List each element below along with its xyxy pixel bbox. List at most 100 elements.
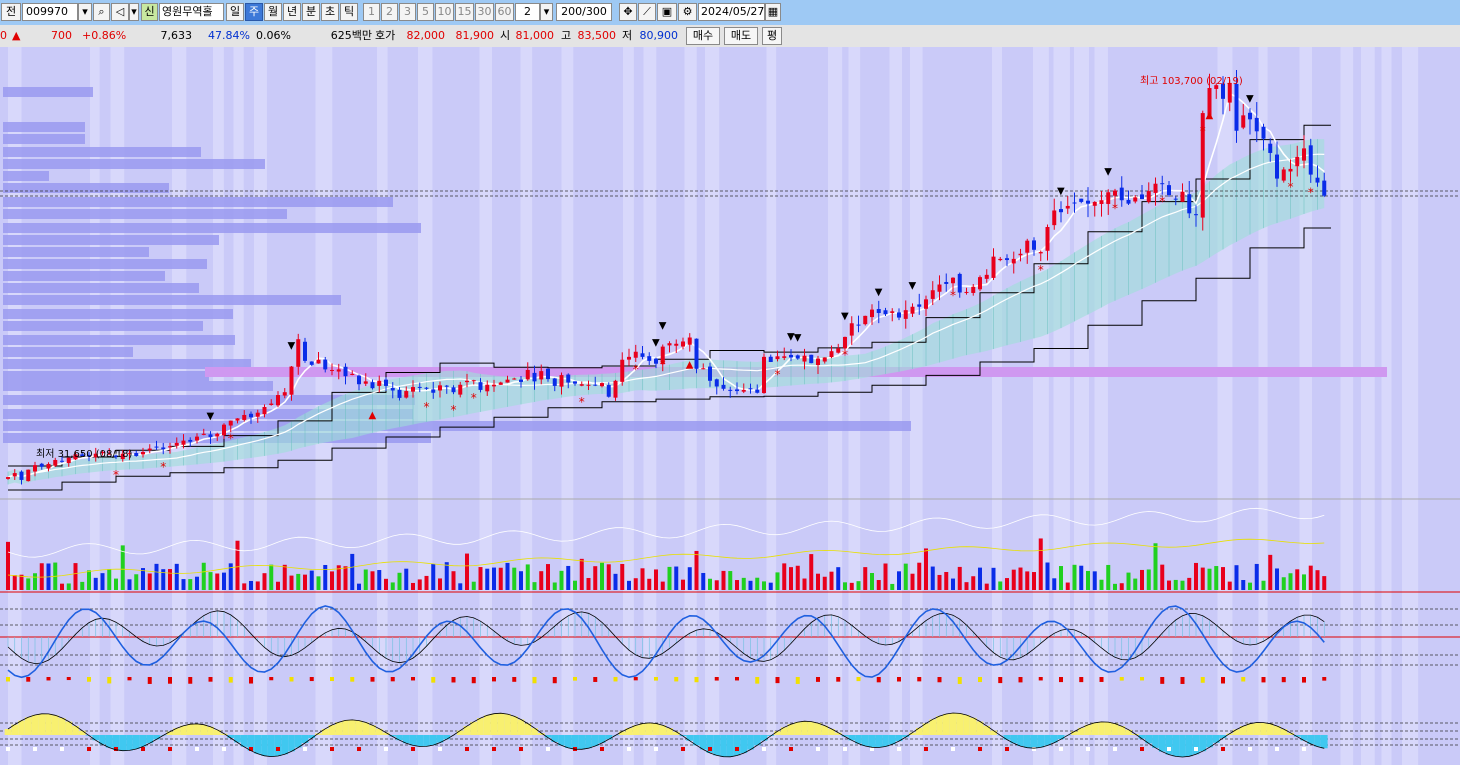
volume-bar	[417, 579, 422, 590]
period-button-6[interactable]: 틱	[340, 3, 358, 21]
candle-body	[120, 453, 125, 460]
volume-bar	[546, 564, 550, 590]
save-icon[interactable]: ▣	[657, 3, 677, 21]
up-arrow-icon: ▲	[12, 29, 21, 42]
volume-bar	[174, 563, 179, 590]
interval-button-1[interactable]: 2	[381, 3, 398, 21]
volume-bar	[485, 568, 490, 590]
count-field[interactable]: 200/300	[556, 3, 612, 21]
interval-button-0[interactable]: 1	[363, 3, 380, 21]
candle-body	[984, 274, 989, 279]
sell-signal-triangle: ▼	[909, 281, 917, 292]
macd-marker	[1248, 747, 1252, 751]
period-button-1[interactable]: 주	[245, 3, 263, 21]
dropdown-icon[interactable]: ▾	[78, 3, 92, 21]
candle-body	[1052, 210, 1057, 226]
sell-button[interactable]: 매도	[724, 27, 758, 45]
period-button-5[interactable]: 초	[321, 3, 339, 21]
speaker-icon[interactable]: ◁	[111, 3, 129, 21]
price-chart[interactable]: **** ** ** ****** *** *▼▼ ▼▼▼ ▼▼▼▼▼▼▼▲▲▲ 최고 103…	[0, 47, 1460, 765]
candle-body	[890, 311, 895, 313]
high-label: 고	[561, 29, 572, 42]
cloud-area	[8, 138, 1325, 485]
volume-bar	[978, 567, 982, 590]
volume-bar	[755, 577, 760, 590]
candle-body	[127, 453, 132, 455]
date-input[interactable]: 2024/05/27	[698, 3, 765, 21]
candle-body	[465, 380, 469, 383]
prefix-button[interactable]: 전	[1, 3, 21, 21]
volume-bar	[991, 567, 996, 590]
volume-bar	[60, 583, 64, 590]
volume-profile-bar	[3, 295, 341, 305]
mode-icon[interactable]: 신	[141, 3, 158, 21]
volume-bar	[114, 578, 118, 590]
volume-bar	[1079, 565, 1084, 590]
period-button-0[interactable]: 일	[226, 3, 244, 21]
volume-bar	[363, 569, 368, 590]
candle-body	[39, 463, 44, 467]
avg-button[interactable]: 평	[762, 27, 782, 45]
candle-body	[998, 258, 1003, 261]
line-tool-icon[interactable]: ⟋	[638, 3, 656, 21]
sell-signal-triangle: ▼	[207, 411, 215, 422]
interval-button-2[interactable]: 3	[399, 3, 416, 21]
candle-body	[242, 414, 247, 420]
candle-body	[26, 469, 31, 482]
candle-body	[1005, 258, 1009, 261]
volume-bar	[289, 575, 294, 590]
volume-bar	[1322, 576, 1327, 590]
period-button-3[interactable]: 년	[283, 3, 301, 21]
interval-button-4[interactable]: 10	[435, 3, 454, 21]
stock-code-input[interactable]: 009970	[22, 3, 78, 21]
period-button-4[interactable]: 분	[302, 3, 320, 21]
osc-signal-bar	[856, 677, 861, 682]
osc-signal-bar	[654, 677, 658, 681]
macd-marker	[1167, 747, 1171, 751]
volume-bar	[215, 573, 220, 590]
candle-body	[681, 341, 685, 347]
volume-profile-bar	[3, 235, 219, 245]
candle-body	[1038, 252, 1043, 254]
volume-bar	[154, 563, 159, 590]
search-icon[interactable]: ⌕	[93, 3, 110, 21]
calendar-icon[interactable]: ▦	[765, 3, 781, 21]
candle-body	[1261, 126, 1266, 139]
candle-body	[1275, 154, 1279, 179]
volume-profile-bar	[3, 87, 93, 97]
osc-signal-bar	[998, 677, 1003, 684]
volume-bar	[134, 574, 139, 590]
settings-icon[interactable]: ⚙	[678, 3, 697, 21]
candle-body	[863, 315, 868, 325]
candle-body	[1045, 227, 1050, 251]
osc-signal-bar	[269, 677, 274, 681]
buy-signal-star: *	[160, 460, 166, 474]
period-button-2[interactable]: 월	[264, 3, 282, 21]
buy-signal-star: *	[842, 348, 848, 362]
interval-button-3[interactable]: 5	[417, 3, 434, 21]
volume-bar	[600, 562, 604, 590]
chevron-down-icon[interactable]: ▾	[129, 3, 139, 21]
osc-signal-bar	[147, 677, 152, 684]
buy-signal-star: *	[424, 400, 430, 414]
stripe	[1258, 47, 1268, 765]
interval-button-6[interactable]: 30	[475, 3, 494, 21]
volume-bar	[127, 579, 132, 590]
buy-button[interactable]: 매수	[686, 27, 720, 45]
interval-button-5[interactable]: 15	[455, 3, 474, 21]
buy-signal-star: *	[228, 432, 234, 446]
interval-input[interactable]: 2	[515, 3, 540, 21]
volume-bar	[262, 573, 267, 590]
stripe	[561, 47, 574, 765]
conversion-line	[7, 92, 1325, 478]
chevron-down-icon[interactable]: ▾	[540, 3, 553, 21]
macd-line	[7, 712, 1325, 758]
osc-signal-bar	[1322, 677, 1327, 681]
interval-button-7[interactable]: 60	[495, 3, 514, 21]
candle-body	[1207, 88, 1212, 118]
volume-bar	[667, 566, 672, 590]
crosshair-icon[interactable]: ✥	[619, 3, 637, 21]
volume-bar	[357, 583, 361, 590]
volume-bar	[1119, 583, 1124, 590]
candle-body	[390, 387, 395, 391]
